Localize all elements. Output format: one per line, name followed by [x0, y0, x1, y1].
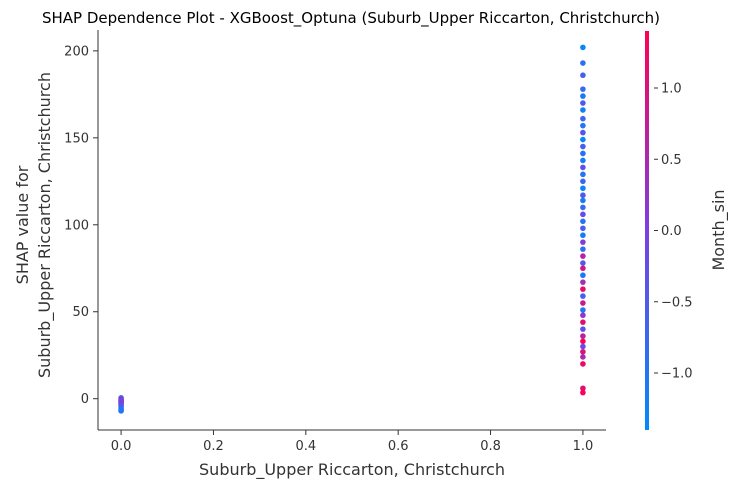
x-tick-label: 0.0 [111, 439, 132, 454]
data-point [580, 300, 586, 306]
colorbar: Month_sin −1.0 −0.5 0.0 0.5 1.0 [645, 31, 729, 430]
data-point [580, 312, 586, 319]
data-point [580, 225, 586, 232]
colorbar-tick-label: −0.5 [661, 295, 693, 310]
data-point [580, 192, 586, 199]
data-point [580, 319, 586, 325]
data-point [580, 86, 586, 92]
data-point [580, 171, 586, 178]
x-tick-label: 0.4 [295, 439, 316, 454]
data-point [580, 150, 586, 157]
data-point [580, 129, 586, 136]
data-point [118, 408, 124, 414]
colorbar-gradient [645, 31, 649, 430]
data-point [580, 343, 586, 350]
data-point [580, 246, 586, 252]
data-point [580, 326, 586, 332]
y-axis-label-line-2: Suburb_Upper Riccarton, Christchurch [35, 72, 55, 378]
colorbar-tick-label: 0.5 [661, 153, 682, 168]
data-point [580, 260, 586, 266]
data-point [580, 44, 586, 51]
scatter-points [118, 44, 586, 414]
data-point [580, 143, 586, 150]
data-point [580, 157, 586, 164]
data-point [580, 279, 586, 285]
colorbar-tick-label: 0.0 [661, 224, 682, 239]
data-point [580, 100, 586, 106]
data-point [580, 338, 586, 345]
data-point [580, 72, 586, 79]
y-tick-label: 100 [64, 218, 89, 233]
axes: 0.0 0.2 0.4 0.6 0.8 1.0 0 50 100 150 200 [64, 30, 606, 454]
colorbar-label: Month_sin [709, 189, 729, 270]
y-tick-label: 200 [64, 44, 89, 59]
data-point [580, 185, 586, 192]
data-point [580, 60, 586, 66]
data-point [580, 333, 586, 339]
colorbar-tick-label: 1.0 [661, 82, 682, 97]
y-tick-label: 50 [72, 305, 89, 320]
y-tick-label: 0 [81, 392, 89, 407]
data-point [580, 232, 586, 239]
data-point [580, 178, 586, 185]
data-point [580, 164, 586, 171]
data-point [580, 93, 586, 99]
data-point [580, 307, 586, 313]
data-point [580, 115, 586, 122]
x-tick-label: 0.2 [203, 439, 224, 454]
data-point [580, 348, 586, 355]
data-point [580, 272, 586, 279]
data-point [580, 286, 586, 292]
data-point [580, 211, 586, 218]
data-point [580, 361, 586, 367]
data-point [580, 385, 586, 392]
x-axis-label: Suburb_Upper Riccarton, Christchurch [199, 460, 505, 480]
colorbar-tick-label: −1.0 [661, 367, 693, 382]
data-point [580, 122, 586, 129]
data-point [580, 204, 586, 211]
data-point [580, 218, 586, 225]
data-point [118, 397, 124, 404]
x-tick-label: 0.6 [388, 439, 409, 454]
data-point [580, 253, 586, 259]
y-tick-label: 150 [64, 131, 89, 146]
data-point [580, 389, 586, 396]
data-point [580, 293, 586, 299]
data-point [580, 136, 586, 143]
x-tick-label: 1.0 [573, 439, 594, 454]
data-point [580, 354, 586, 360]
data-point [580, 107, 586, 113]
y-axis-label-line-1: SHAP value for [13, 165, 32, 284]
x-tick-label: 0.8 [480, 439, 501, 454]
chart-title: SHAP Dependence Plot - XGBoost_Optuna (S… [42, 9, 660, 28]
data-point [580, 265, 586, 272]
data-point [580, 239, 586, 245]
data-point [580, 197, 586, 204]
